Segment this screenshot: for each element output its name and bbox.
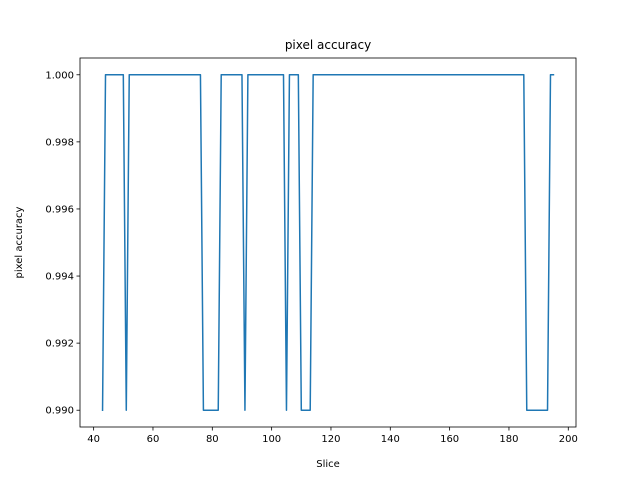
chart-title: pixel accuracy	[285, 38, 371, 52]
x-tick-label: 160	[440, 434, 459, 445]
series-line-0	[101, 74, 555, 411]
x-tick-label: 200	[559, 434, 578, 445]
y-tick-label: 0.990	[45, 406, 74, 417]
plot-area	[80, 58, 576, 427]
y-tick-label: 0.996	[45, 204, 74, 215]
x-tick-label: 100	[262, 434, 281, 445]
y-axis-label: pixel accuracy	[14, 206, 25, 278]
series-layer	[101, 74, 555, 411]
x-tick-label: 80	[206, 434, 219, 445]
y-tick-label: 0.992	[45, 339, 74, 350]
x-tick-label: 40	[87, 434, 100, 445]
x-tick-label: 180	[499, 434, 518, 445]
x-axis: 40 60 80 100 120 140 160 180 200	[87, 427, 578, 445]
x-tick-label: 120	[321, 434, 340, 445]
x-axis-label: Slice	[316, 459, 340, 470]
plot-frame	[79, 57, 577, 428]
y-axis: 0.990 0.992 0.994 0.996 0.998 1.000	[45, 70, 80, 417]
y-tick-label: 0.994	[45, 272, 74, 283]
y-tick-label: 0.998	[45, 137, 74, 148]
x-tick-label: 140	[381, 434, 400, 445]
x-tick-label: 60	[147, 434, 160, 445]
y-tick-label: 1.000	[45, 70, 74, 81]
